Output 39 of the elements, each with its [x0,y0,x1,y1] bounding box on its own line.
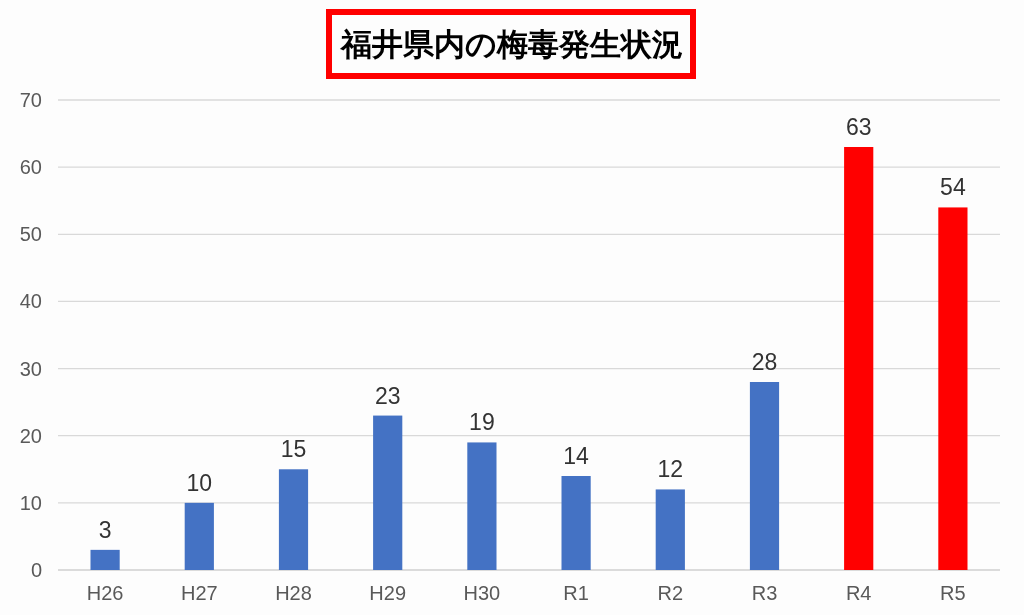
x-tick-label: H30 [463,582,501,604]
x-tick-label: R2 [657,582,684,604]
bar [278,469,309,570]
data-label: 3 [98,516,112,543]
y-tick-label: 30 [19,357,42,380]
bar [844,147,874,570]
x-tick-label: R5 [940,582,966,604]
y-tick-label: 70 [19,89,42,111]
y-tick-label: 10 [19,491,42,514]
data-label: 14 [563,443,590,469]
y-tick-label: 50 [19,223,42,246]
data-label: 12 [657,456,684,483]
bar [184,502,214,570]
x-tick-label: R4 [845,582,872,604]
bar [90,549,120,570]
title: 福井県内の梅毒発生状況 [341,27,683,62]
y-tick-label: 20 [19,424,42,447]
data-label: 54 [940,174,966,201]
x-tick-label: H26 [86,582,124,604]
data-label: 10 [186,469,213,496]
bar [561,476,591,570]
bar [655,489,685,570]
x-tick-label: H27 [180,582,218,604]
y-tick-label: 0 [30,559,42,581]
data-label: 19 [469,409,495,436]
x-tick-label: H28 [275,582,312,604]
y-tick-label: 60 [19,156,42,179]
bar [749,382,780,570]
x-tick-label: R3 [751,582,778,604]
y-tick-label: 40 [19,290,42,313]
x-tick-label: R1 [563,582,589,604]
bar [467,442,497,570]
data-label: 23 [374,382,401,409]
bar [938,207,968,570]
data-label: 28 [751,349,778,375]
data-label: 63 [845,114,872,140]
bar [373,415,403,570]
x-tick-label: H29 [369,582,407,604]
data-label: 15 [280,436,307,463]
